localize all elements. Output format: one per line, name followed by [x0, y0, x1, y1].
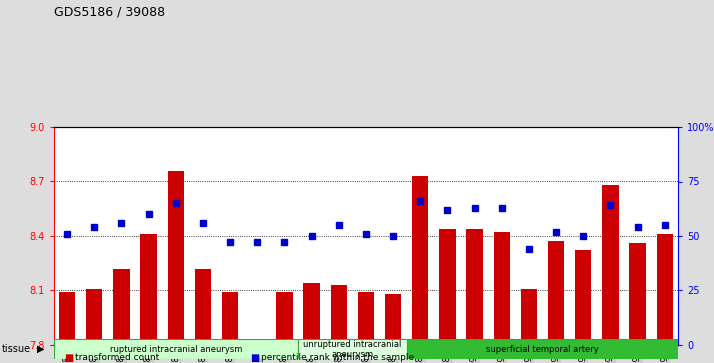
Bar — [168, 171, 184, 345]
Bar — [521, 289, 537, 345]
Text: transformed count: transformed count — [75, 353, 159, 362]
Bar — [602, 185, 618, 345]
Bar — [439, 229, 456, 345]
Bar — [630, 243, 645, 345]
Text: ■: ■ — [64, 352, 74, 363]
Bar — [114, 269, 130, 345]
Bar — [657, 234, 673, 345]
FancyBboxPatch shape — [54, 339, 298, 359]
Bar — [86, 289, 102, 345]
Text: percentile rank within the sample: percentile rank within the sample — [261, 353, 413, 362]
Bar — [249, 341, 266, 345]
Bar — [141, 234, 157, 345]
Text: tissue: tissue — [2, 344, 31, 354]
Bar — [412, 176, 428, 345]
Text: ▶: ▶ — [37, 344, 45, 354]
Bar — [222, 292, 238, 345]
Bar — [59, 292, 75, 345]
Bar — [276, 292, 293, 345]
Bar — [331, 285, 347, 345]
Bar — [195, 269, 211, 345]
Text: ruptured intracranial aneurysm: ruptured intracranial aneurysm — [109, 345, 242, 354]
Text: unruptured intracranial
aneurysm: unruptured intracranial aneurysm — [303, 340, 401, 359]
FancyBboxPatch shape — [407, 339, 678, 359]
Text: superficial temporal artery: superficial temporal artery — [486, 345, 599, 354]
FancyBboxPatch shape — [298, 339, 407, 359]
Bar — [493, 232, 510, 345]
Bar — [385, 294, 401, 345]
Text: GDS5186 / 39088: GDS5186 / 39088 — [54, 5, 165, 19]
Bar — [303, 283, 320, 345]
Bar — [358, 292, 374, 345]
Text: ■: ■ — [250, 352, 259, 363]
Bar — [575, 250, 591, 345]
Bar — [548, 241, 564, 345]
Bar — [466, 229, 483, 345]
